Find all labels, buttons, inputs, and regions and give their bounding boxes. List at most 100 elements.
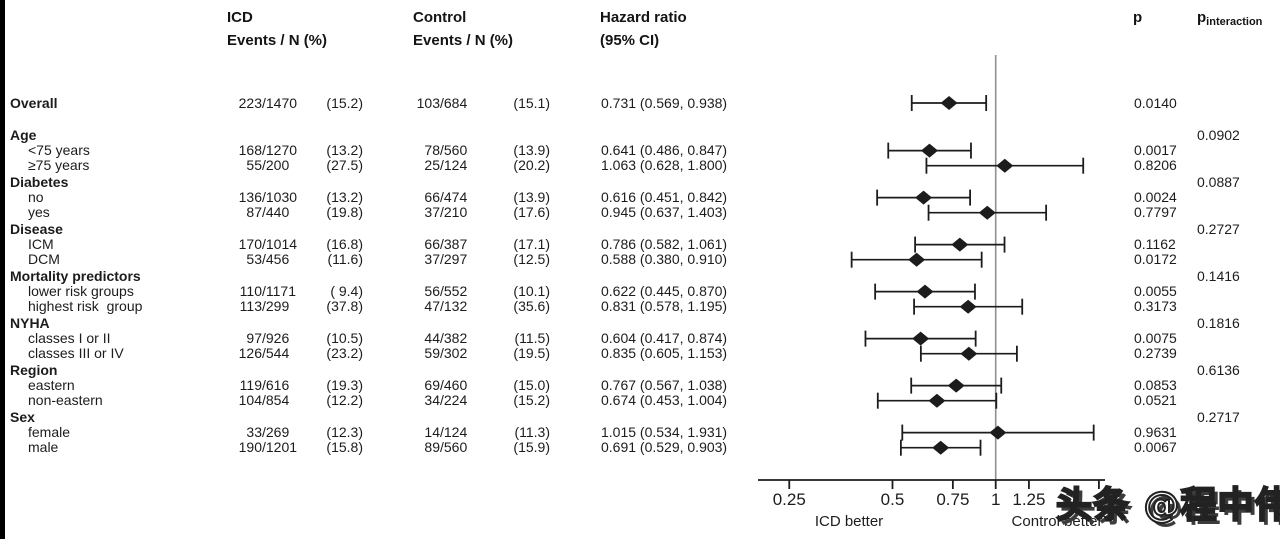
hr-point-marker (932, 440, 950, 455)
control-events-denominator: /132 (440, 298, 468, 315)
p-value: 0.0140 (1134, 94, 1177, 111)
icd-percent: (23.2) (326, 345, 363, 362)
icd-events-denominator: /200 (262, 157, 290, 174)
icd-events-denominator: /544 (262, 345, 290, 362)
p-interaction-value: 0.0887 (1197, 174, 1240, 190)
hazard-ratio-header: Hazard ratio (600, 9, 687, 26)
icd-events-denominator: /1201 (262, 439, 298, 456)
icd-events-denominator: /1270 (262, 142, 298, 159)
hr-point-marker (916, 284, 934, 299)
control-percent: (20.2) (513, 157, 550, 174)
hazard-ratio-ci-text: 0.641 (0.486, 0.847) (601, 142, 728, 159)
icd-events-denominator: /854 (262, 392, 290, 409)
hazard-ratio-subheader: (95% CI) (600, 32, 660, 49)
icd-column-subheader: Events / N (%) (227, 32, 328, 49)
icd-percent: (10.5) (326, 330, 363, 347)
p-interaction-column-header: pinteraction (1197, 8, 1262, 29)
icd-events-numerator: 126 (238, 345, 262, 362)
row-label: ≥75 years (28, 157, 90, 174)
right-direction-label: Control better (1011, 513, 1103, 530)
control-events-denominator: /124 (440, 157, 468, 174)
p-value: 0.0521 (1134, 392, 1177, 409)
watermark: 头条 @程中伟 (1055, 484, 1280, 527)
row-label: Disease (10, 221, 63, 237)
p-interaction-value: 0.6136 (1197, 362, 1240, 378)
icd-events-numerator: 168 (238, 142, 262, 159)
icd-events-denominator: /440 (262, 204, 290, 221)
icd-events-denominator: /1014 (262, 236, 298, 253)
control-events-numerator: 37 (424, 204, 440, 221)
hazard-ratio-ci-text: 0.604 (0.417, 0.874) (601, 330, 728, 347)
x-tick-label: 0.5 (880, 490, 905, 509)
icd-events-denominator: /616 (262, 377, 290, 394)
control-events-numerator: 89 (424, 439, 440, 456)
icd-events-numerator: 53 (246, 251, 262, 268)
icd-events-denominator: /1171 (262, 283, 296, 300)
icd-events-numerator: 223 (238, 94, 262, 111)
icd-percent: (19.8) (326, 204, 363, 221)
row-label: lower risk groups (28, 283, 134, 300)
scan-edge-artifact (0, 0, 5, 539)
row-label: <75 years (28, 142, 90, 159)
x-tick-label: 0.25 (772, 490, 806, 509)
hr-point-marker (940, 96, 958, 110)
icd-events-numerator: 110 (239, 283, 262, 300)
row-label: Overall (10, 94, 58, 111)
p-value: 0.9631 (1134, 424, 1177, 441)
control-events-denominator: /560 (440, 439, 468, 456)
control-column-subheader: Events / N (%) (413, 32, 514, 49)
hazard-ratio-ci-text: 0.831 (0.578, 1.195) (601, 298, 728, 315)
control-events-numerator: 59 (424, 345, 440, 362)
left-direction-label: ICD better (814, 513, 884, 530)
control-events-denominator: /382 (440, 330, 468, 347)
row-label: highest risk group (28, 298, 143, 315)
hazard-ratio-ci-text: 0.731 (0.569, 0.938) (601, 94, 728, 111)
x-tick-label: 0.75 (936, 490, 970, 509)
control-percent: (35.6) (513, 298, 550, 315)
icd-percent: (15.8) (326, 439, 363, 456)
row-label: yes (28, 204, 50, 221)
row-label: female (28, 424, 71, 441)
control-events-denominator: /297 (440, 251, 468, 268)
p-value: 0.0024 (1134, 189, 1177, 206)
control-percent: (17.1) (513, 236, 550, 253)
control-events-numerator: 78 (424, 142, 440, 159)
p-interaction-value: 0.0902 (1197, 127, 1240, 143)
control-percent: (17.6) (513, 204, 550, 221)
icd-events-denominator: /299 (262, 298, 290, 315)
control-events-denominator: /302 (440, 345, 468, 362)
control-events-numerator: 25 (424, 157, 440, 174)
p-column-header: p (1133, 9, 1143, 26)
icd-events-numerator: 97 (246, 330, 262, 347)
row-label: no (28, 189, 44, 206)
control-events-denominator: /210 (440, 204, 468, 221)
hazard-ratio-ci-text: 0.622 (0.445, 0.870) (601, 283, 728, 300)
icd-percent: (13.2) (326, 189, 363, 206)
control-percent: (11.3) (514, 424, 550, 441)
icd-events-numerator: 170 (238, 236, 262, 253)
row-label: DCM (28, 251, 60, 268)
control-events-numerator: 37 (424, 251, 440, 268)
p-value: 0.0017 (1134, 142, 1177, 159)
control-events-denominator: /552 (440, 283, 468, 300)
x-tick-label: 1 (990, 490, 1001, 509)
row-label: classes I or II (28, 330, 111, 347)
p-value: 0.7797 (1134, 204, 1177, 221)
hazard-ratio-ci-text: 0.835 (0.605, 1.153) (601, 345, 728, 362)
icd-column-header: ICD (227, 9, 253, 26)
row-label: ICM (28, 236, 54, 253)
icd-percent: (12.2) (326, 392, 363, 409)
hr-point-marker (996, 158, 1014, 173)
icd-events-numerator: 87 (246, 204, 262, 221)
hazard-ratio-ci-text: 0.945 (0.637, 1.403) (601, 204, 728, 221)
icd-events-denominator: /1470 (262, 94, 298, 111)
p-interaction-value: 0.1816 (1197, 315, 1240, 331)
control-percent: (13.9) (513, 189, 550, 206)
control-events-denominator: /474 (440, 189, 468, 206)
hazard-ratio-ci-text: 0.616 (0.451, 0.842) (601, 189, 728, 206)
p-value: 0.0055 (1134, 283, 1177, 300)
p-interaction-subscript: interaction (1206, 16, 1263, 28)
hazard-ratio-ci-text: 0.691 (0.529, 0.903) (601, 439, 728, 456)
control-percent: (13.9) (513, 142, 550, 159)
control-events-numerator: 103 (416, 94, 440, 111)
